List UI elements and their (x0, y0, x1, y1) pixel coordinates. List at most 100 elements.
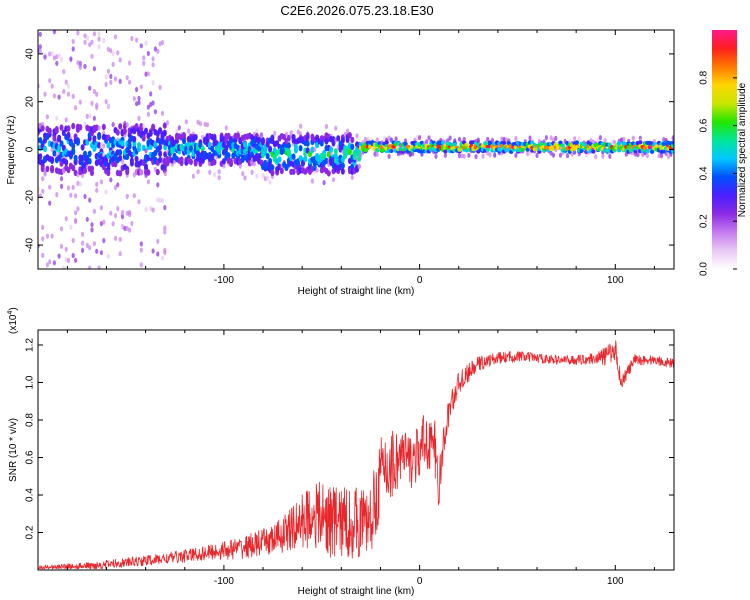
spectrogram-cell (279, 167, 284, 175)
spectrogram-cell (340, 137, 345, 144)
spectrogram-cell (106, 162, 111, 169)
spectrogram-panel: -100 0 100 -40 -20 0 20 40 Height of straight … (6, 29, 748, 297)
spectrogram-cell (179, 159, 184, 167)
spectrogram-cell (125, 225, 129, 231)
spectrogram-cell (427, 135, 431, 141)
spectrogram-cell (139, 43, 143, 49)
spectrogram-cell (52, 260, 57, 266)
spectrogram-cell (162, 122, 167, 129)
spectrogram-cell (111, 221, 115, 227)
spectrogram-cell (101, 123, 106, 131)
spectrogram-cell (305, 140, 310, 147)
spectrogram-cell (97, 31, 101, 37)
spectrogram-cell (149, 91, 153, 97)
spectrogram-cell (486, 136, 490, 142)
spectrogram-cell (71, 38, 75, 45)
spectrogram-cell (66, 83, 71, 89)
spectrogram-cell (389, 149, 394, 153)
spectrogram-cell (151, 56, 155, 62)
spectrogram-cell (90, 227, 94, 233)
spectrogram-marks (38, 30, 674, 269)
spectrogram-cell (203, 121, 207, 127)
spectrogram-cell (99, 250, 103, 256)
spectrogram-cell (59, 176, 64, 182)
spectrogram-cell (549, 135, 553, 141)
spectrogram-cell (50, 51, 54, 57)
spectrogram-cell (57, 253, 61, 259)
spectrogram-cell (95, 187, 99, 193)
spectrogram-cell (113, 184, 118, 191)
spectrogram-cell (90, 169, 94, 176)
spectrogram-cell (74, 105, 78, 111)
spectrogram-cell (104, 81, 108, 87)
spectrogram-cell (493, 152, 497, 158)
spectrogram-cell (243, 141, 247, 148)
spectrogram-cell (62, 265, 66, 269)
spectrogram-cell (66, 131, 71, 139)
snr-y-label: SNR (10 * v/v) (8, 418, 19, 482)
spectrogram-cell (574, 145, 580, 149)
spectrogram-cell (525, 147, 530, 152)
spectrogram-cell (64, 159, 69, 166)
spectrogram-cell (598, 135, 603, 141)
spectrogram-cell (163, 225, 167, 231)
spectrogram-cell (54, 127, 59, 134)
spectrogram-cell (38, 44, 42, 50)
colorbar (712, 30, 737, 269)
spectrogram-cell (88, 113, 92, 119)
spectrogram-cell (347, 132, 352, 139)
spectrogram-cell (59, 124, 64, 131)
spectrogram-cell (565, 153, 570, 159)
spectrogram-cell (350, 174, 354, 180)
spectrogram-cell (118, 78, 122, 84)
spectrogram-cell (87, 150, 92, 157)
colorbar-tick-label: 0.8 (699, 70, 710, 84)
spectrogram-cell (52, 55, 57, 61)
spectrogram-cell (116, 206, 120, 212)
spectrogram-cell (125, 193, 129, 200)
spectrogram-cell (452, 142, 457, 147)
spectrogram-cell (243, 175, 247, 181)
spectrogram-cell (38, 31, 42, 37)
spectrogram-cell (125, 75, 129, 81)
spectrogram-cell (41, 176, 45, 182)
spectrogram-cell (298, 145, 303, 152)
spectrogram-cell (462, 153, 466, 159)
spectrogram-cell (265, 153, 270, 160)
spectrogram-cell (85, 216, 89, 222)
spectrogram-cell (59, 57, 64, 63)
spectrogram-cell (43, 169, 47, 175)
spectrogram-cell (71, 147, 76, 154)
spectrogram-cell (485, 147, 490, 152)
spectrogram-cell (120, 224, 125, 230)
spectrogram-cell (464, 142, 469, 147)
spectrogram-cell (66, 185, 71, 191)
spectrogram-cell (92, 115, 96, 121)
spectrogram-cell (671, 144, 674, 148)
spectrogram-cell (158, 156, 163, 164)
spectrogram-cell (122, 128, 127, 135)
spectrogram-cell (97, 133, 102, 140)
spectrogram-cell (151, 62, 155, 68)
spectrogram-cell (671, 135, 674, 141)
spectrogram-cell (149, 101, 153, 108)
spectrogram-cell (57, 53, 61, 59)
spectrogram-cell (334, 125, 338, 131)
spectrogram-cell (57, 144, 62, 151)
spectrogram-cell (375, 151, 379, 157)
spectrogram-cell (146, 50, 150, 57)
spectrogram-cell (125, 122, 129, 128)
spectrogram-cell (41, 252, 45, 258)
spectrogram-cell (273, 130, 277, 136)
spectrogram-cell (610, 139, 614, 145)
snr-y-tick-label: 0.2 (25, 525, 36, 539)
spectrogram-cell (102, 37, 106, 44)
spectrogram-cell (94, 124, 99, 131)
spectrogram-cell (502, 136, 506, 142)
spectrogram-cell (601, 153, 605, 159)
spectrogram-y-ticks: -40 -20 0 20 40 (25, 48, 674, 252)
spectrogram-cell (83, 121, 87, 127)
spectrogram-cell (308, 150, 312, 158)
spectrogram-cell (387, 153, 391, 159)
spectrogram-cell (156, 182, 160, 188)
